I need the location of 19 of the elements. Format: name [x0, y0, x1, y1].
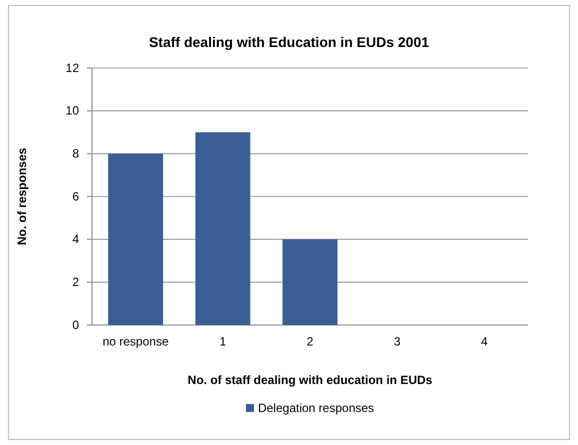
x-axis-title: No. of staff dealing with education in EUDs	[188, 373, 433, 387]
y-tick-label: 2	[72, 275, 80, 290]
bar	[282, 239, 338, 325]
x-tick-label: 3	[394, 334, 401, 349]
bar	[108, 154, 164, 325]
y-tick-label: 8	[72, 146, 80, 161]
bar	[195, 132, 250, 325]
x-tick-label: 4	[481, 334, 488, 349]
y-axis-title: No. of responses	[15, 148, 29, 246]
x-tick-label: 2	[306, 334, 314, 349]
y-tick-label: 4	[72, 232, 80, 246]
legend-label: Delegation responses	[258, 401, 374, 415]
y-tick-label: 6	[72, 189, 80, 204]
chart-title: Staff dealing with Education in EUDs 2001	[148, 34, 430, 50]
y-tick-label: 10	[66, 104, 80, 118]
y-tick-label: 12	[66, 60, 80, 75]
y-tick-label: 0	[72, 318, 80, 332]
x-tick-label: no response	[102, 334, 169, 349]
x-tick-label: 1	[219, 334, 226, 349]
